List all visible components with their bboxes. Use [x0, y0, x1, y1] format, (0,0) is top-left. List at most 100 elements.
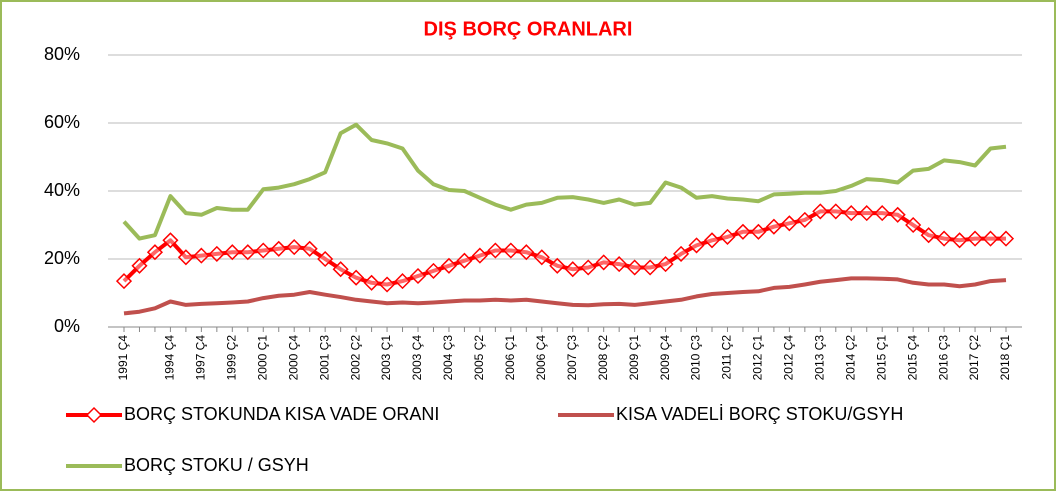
- legend-label: BORÇ STOKUNDA KISA VADE ORANI: [124, 404, 439, 424]
- data-marker: [936, 230, 953, 247]
- data-marker: [378, 276, 396, 293]
- data-marker: [688, 237, 705, 254]
- data-marker: [224, 244, 241, 261]
- data-marker: [301, 240, 318, 257]
- data-marker: [456, 252, 473, 269]
- data-marker: [626, 259, 643, 276]
- data-marker: [905, 216, 922, 234]
- x-tick-label: 2008 Ç2: [596, 335, 610, 381]
- data-marker: [672, 245, 690, 262]
- data-marker: [997, 230, 1015, 247]
- data-marker: [580, 259, 597, 276]
- x-tick-label: 2003 Ç1: [379, 335, 393, 381]
- x-tick-label: 2015 Ç4: [905, 335, 919, 381]
- data-marker: [734, 223, 752, 240]
- x-tick-label: 2013 Ç3: [812, 335, 826, 381]
- data-marker: [332, 261, 349, 278]
- data-marker: [131, 257, 148, 274]
- data-marker: [208, 245, 225, 262]
- data-marker: [966, 230, 984, 247]
- data-marker: [177, 249, 194, 266]
- y-tick-label: 0%: [54, 316, 80, 336]
- data-marker: [827, 203, 844, 220]
- data-marker: [533, 249, 550, 266]
- data-marker: [440, 257, 458, 274]
- x-tick-label: 2003 Ç4: [410, 335, 424, 381]
- data-marker: [796, 211, 813, 228]
- x-tick-label: 2000 Ç1: [255, 335, 269, 381]
- x-tick-label: 2012 Ç4: [782, 335, 796, 381]
- data-marker: [611, 256, 628, 273]
- data-marker: [889, 206, 906, 223]
- x-tick-label: 2001 Ç3: [317, 335, 331, 381]
- data-marker: [874, 205, 891, 222]
- data-marker: [502, 242, 519, 259]
- x-tick-label: 2017 Ç2: [967, 335, 981, 381]
- x-tick-label: 1994 Ç4: [163, 335, 177, 381]
- x-tick-label: 2009 Ç1: [627, 335, 641, 381]
- y-tick-label: 20%: [44, 248, 80, 268]
- data-marker: [348, 269, 365, 286]
- data-marker: [858, 205, 875, 222]
- data-marker: [518, 244, 535, 261]
- data-marker: [409, 267, 427, 285]
- data-marker: [920, 227, 937, 244]
- data-marker: [162, 232, 179, 249]
- data-marker: [781, 215, 798, 232]
- x-tick-label: 2004 Ç3: [441, 335, 455, 381]
- x-tick-label: 2015 Ç1: [874, 335, 888, 381]
- x-tick-label: 2000 Ç4: [286, 335, 300, 381]
- data-marker: [549, 257, 566, 274]
- data-marker: [471, 247, 488, 264]
- series-line: [122, 122, 1007, 241]
- x-tick-label: 2010 Ç3: [689, 335, 703, 381]
- x-tick-label: 1991 Ç4: [116, 335, 130, 381]
- x-tick-label: 2018 Ç1: [998, 335, 1012, 381]
- legend-marker: [85, 406, 103, 424]
- x-tick-label: 2016 Ç3: [936, 335, 950, 381]
- x-tick-label: 2011 Ç2: [720, 335, 734, 380]
- data-marker: [642, 259, 659, 276]
- data-marker: [239, 244, 256, 261]
- y-tick-label: 80%: [44, 44, 80, 64]
- data-marker: [843, 205, 860, 222]
- legend-label: BORÇ STOKU / GSYH: [124, 455, 309, 475]
- data-marker: [657, 256, 674, 273]
- x-tick-label: 2002 Ç2: [348, 335, 362, 381]
- data-marker: [255, 242, 272, 259]
- data-marker: [719, 228, 736, 245]
- x-tick-label: 1997 Ç4: [194, 335, 208, 381]
- data-marker: [703, 232, 721, 249]
- x-tick-label: 2006 Ç4: [534, 335, 548, 381]
- chart-title: DIŞ BORÇ ORANLARI: [424, 18, 633, 40]
- data-marker: [765, 218, 782, 235]
- data-marker: [595, 254, 612, 271]
- data-marker: [951, 232, 968, 249]
- x-tick-label: 2007 Ç3: [565, 335, 579, 381]
- y-tick-label: 60%: [44, 112, 80, 132]
- data-marker: [394, 273, 411, 290]
- x-tick-label: 2014 Ç2: [843, 335, 857, 381]
- data-marker: [982, 230, 999, 247]
- y-tick-label: 40%: [44, 180, 80, 200]
- data-marker: [270, 240, 287, 257]
- data-marker: [487, 242, 504, 259]
- data-marker: [146, 244, 164, 261]
- data-marker: [286, 239, 303, 256]
- x-tick-label: 1999 Ç2: [224, 335, 238, 381]
- data-marker: [193, 247, 210, 264]
- data-marker: [317, 250, 334, 268]
- x-tick-label: 2009 Ç4: [658, 335, 672, 381]
- x-tick-label: 2005 Ç2: [472, 335, 486, 381]
- series-line: [123, 276, 1007, 316]
- data-marker: [564, 261, 581, 278]
- x-tick-label: 2012 Ç1: [751, 335, 765, 381]
- data-marker: [425, 262, 442, 279]
- legend-label: KISA VADELİ BORÇ STOKU/GSYH: [616, 404, 903, 424]
- data-marker: [812, 203, 829, 220]
- data-marker: [750, 223, 767, 240]
- x-tick-label: 2006 Ç1: [503, 335, 517, 381]
- data-marker: [115, 273, 133, 290]
- data-marker: [363, 274, 380, 291]
